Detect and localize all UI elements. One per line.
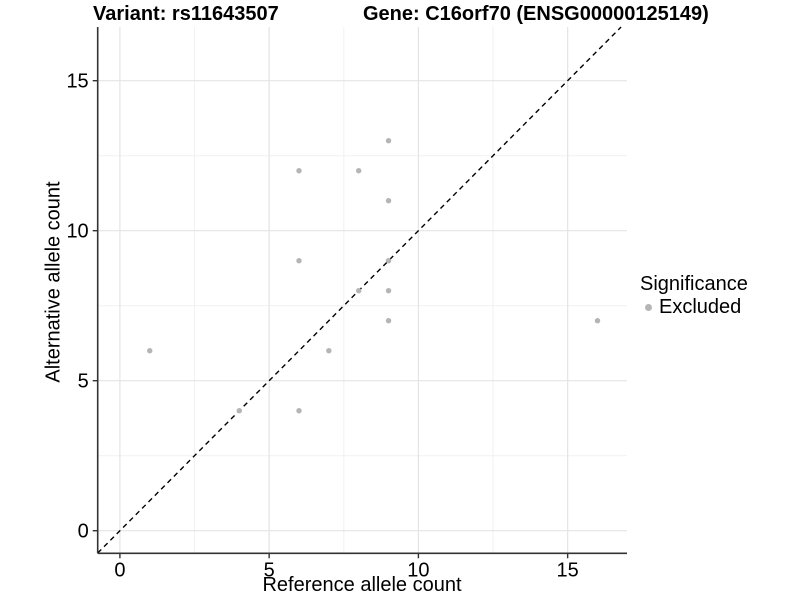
legend: Significance Excluded	[640, 273, 748, 318]
data-point	[385, 198, 392, 204]
legend-item-excluded: Excluded	[640, 296, 748, 318]
y-axis-title: Alternative allele count	[42, 181, 65, 383]
x-tick-label: 10	[407, 559, 429, 581]
data-point	[296, 258, 302, 264]
plot-title-gene: Gene: C16orf70 (ENSG00000125149)	[363, 3, 709, 25]
x-axis-title: Reference allele count	[262, 574, 462, 596]
data-point	[147, 348, 153, 354]
x-tick-label: 0	[114, 559, 125, 581]
data-point	[296, 168, 302, 174]
plot-title-variant: Variant: rs11643507	[93, 3, 279, 25]
data-point	[356, 288, 362, 294]
legend-point-icon	[645, 303, 652, 311]
data-point	[385, 288, 392, 294]
data-point	[296, 408, 302, 414]
data-point	[356, 168, 362, 174]
data-point	[326, 348, 332, 354]
y-tick-label: 5	[78, 371, 89, 393]
data-point	[385, 318, 392, 324]
y-tick-label: 0	[78, 521, 89, 543]
y-tick-label: 15	[66, 71, 88, 93]
data-point	[385, 258, 392, 264]
x-tick-label: 15	[557, 559, 579, 581]
legend-title: Significance	[640, 273, 748, 295]
legend-item-label: Excluded	[659, 296, 742, 318]
y-tick-label: 10	[66, 221, 88, 243]
data-point	[594, 318, 601, 324]
x-tick-label: 5	[264, 559, 275, 581]
data-point	[385, 138, 392, 144]
data-point	[236, 408, 242, 414]
